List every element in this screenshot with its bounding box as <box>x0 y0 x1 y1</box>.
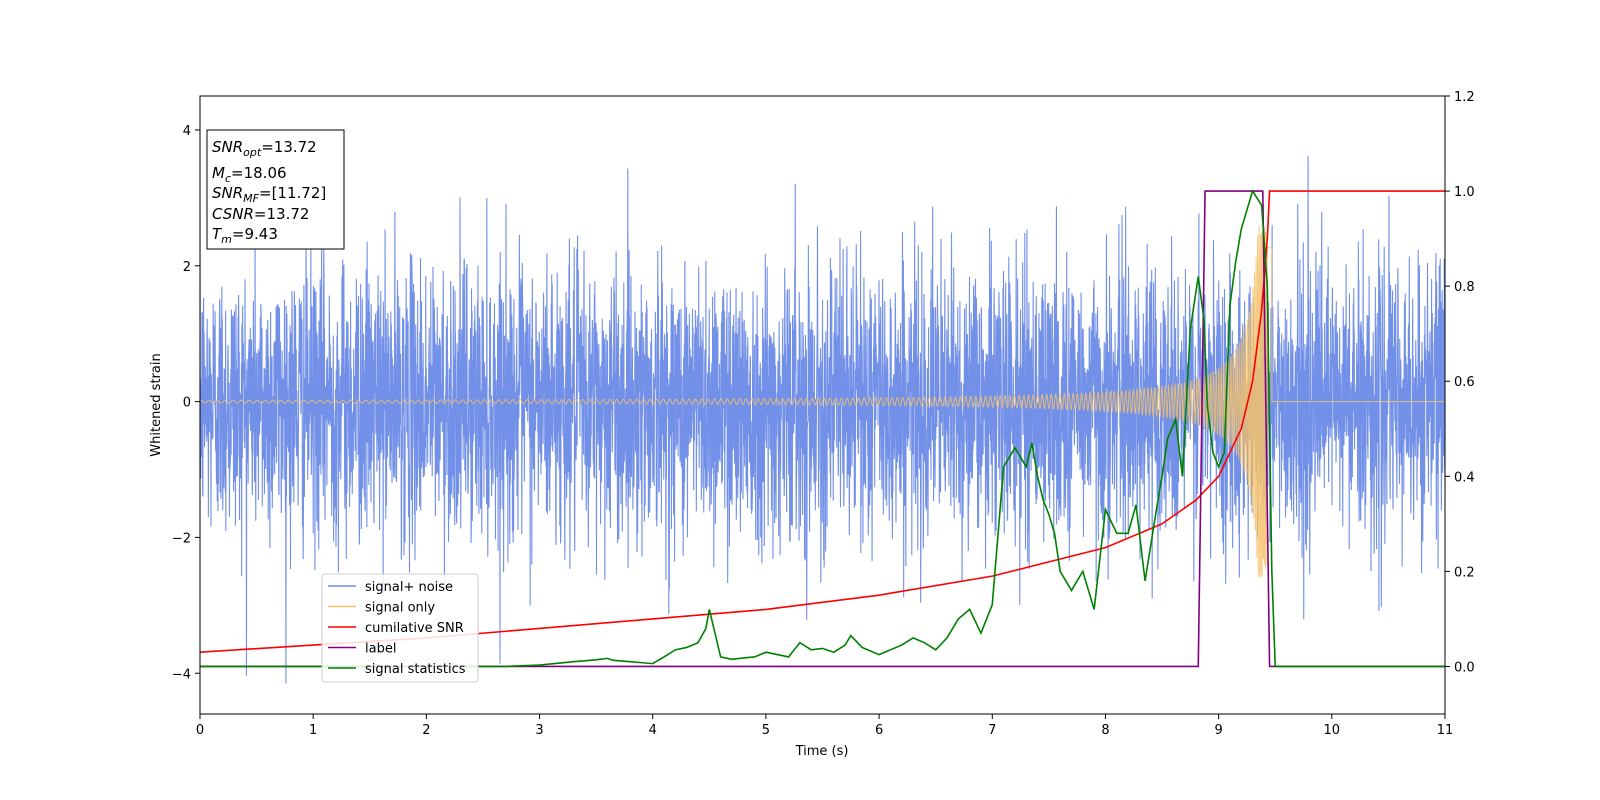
y-axis-right: 0.0 0.2 0.4 0.6 0.8 1.0 1.2 <box>1445 90 1475 675</box>
x-tick-label: 5 <box>762 723 770 738</box>
y-tick-label: 2 <box>183 260 191 275</box>
legend-label: signal+ noise <box>365 580 453 595</box>
signal-only-line <box>200 225 1445 578</box>
y2-tick-label: 1.2 <box>1454 90 1475 105</box>
y-axis-left: −4 −2 0 2 4 <box>172 124 200 682</box>
annotation-line: SNRMF=[11.72] <box>212 184 326 205</box>
x-tick-label: 4 <box>649 723 657 738</box>
x-tick-label: 1 <box>309 723 317 738</box>
x-tick-label: 10 <box>1324 723 1341 738</box>
signal-noise-series <box>200 155 1445 684</box>
y2-tick-label: 0.8 <box>1454 280 1475 295</box>
x-tick-label: 6 <box>875 723 883 738</box>
annotation-line: Mc=18.06 <box>212 164 287 185</box>
cumilative-snr-line <box>200 190 1445 653</box>
y2-tick-label: 1.0 <box>1454 185 1475 200</box>
x-axis: 0 1 2 3 4 5 6 7 8 9 10 11 <box>196 714 1453 738</box>
x-tick-label: 2 <box>422 723 430 738</box>
x-tick-label: 9 <box>1214 723 1222 738</box>
signal-noise-line <box>200 155 1445 684</box>
y-tick-label: 4 <box>183 124 191 139</box>
annotation-line: SNRopt=13.72 <box>212 138 317 159</box>
y2-tick-label: 0.4 <box>1454 470 1475 485</box>
annotation-line: Tm=9.43 <box>212 225 278 246</box>
legend-label: signal statistics <box>365 662 466 677</box>
legend-label: label <box>365 642 396 657</box>
x-axis-label: Time (s) <box>795 744 849 759</box>
y2-tick-label: 0.6 <box>1454 375 1475 390</box>
signal-only-series <box>200 225 1445 578</box>
plot-frame <box>199 95 1446 715</box>
legend-frame <box>321 573 479 683</box>
y2-tick-label: 0.0 <box>1454 660 1475 675</box>
legend-label: cumilative SNR <box>365 621 464 636</box>
x-tick-label: 11 <box>1437 723 1454 738</box>
legend: signal+ noise signal only cumilative SNR la… <box>321 573 479 683</box>
annotation-box: SNRopt=13.72 Mc=18.06SNRMF=[11.72]CSNR=13… <box>206 129 345 250</box>
x-tick-label: 7 <box>988 723 996 738</box>
y-axis-label: Whitened strain <box>149 353 164 456</box>
x-tick-label: 3 <box>535 723 543 738</box>
y-tick-label: −4 <box>172 667 191 682</box>
y2-tick-label: 0.2 <box>1454 565 1475 580</box>
annotation-frame <box>206 129 345 250</box>
y-tick-label: 0 <box>183 396 191 411</box>
annotation-line: CSNR=13.72 <box>212 205 309 223</box>
right-axis-series <box>200 189 1445 668</box>
signal-statistics-line <box>200 189 1445 668</box>
x-tick-label: 8 <box>1101 723 1109 738</box>
x-tick-label: 0 <box>196 723 204 738</box>
y-tick-label: −2 <box>172 531 191 546</box>
legend-label: signal only <box>365 601 435 616</box>
